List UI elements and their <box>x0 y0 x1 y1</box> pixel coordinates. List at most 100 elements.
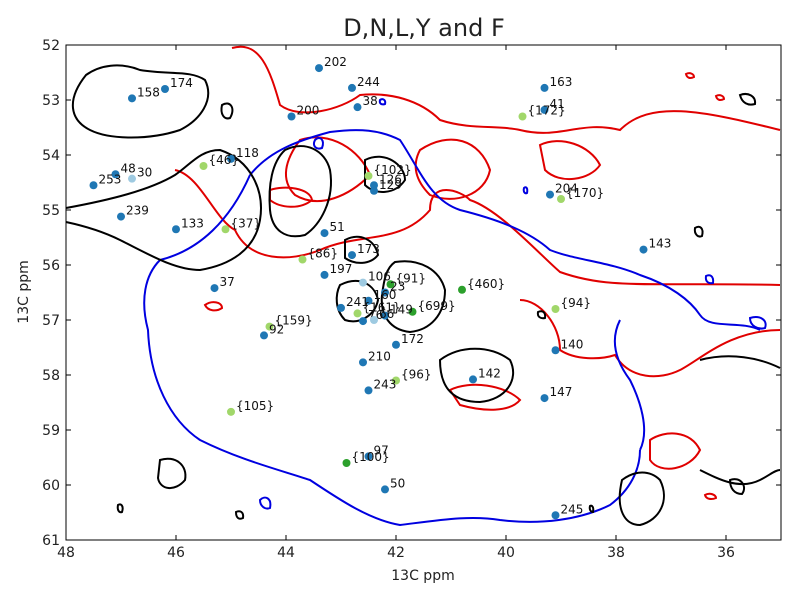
data-point <box>348 251 356 260</box>
point-label: {86} <box>308 247 339 261</box>
contour-blue <box>249 129 761 331</box>
contour-red <box>284 136 372 203</box>
point-label: 38 <box>363 94 378 108</box>
point-label: {172} <box>528 104 566 118</box>
contour-black <box>588 504 595 514</box>
data-point <box>210 284 219 293</box>
point-label: 129 <box>379 178 402 192</box>
data-point <box>551 511 560 520</box>
contour-black <box>220 102 234 120</box>
contour-black <box>344 235 380 264</box>
x-tick-label: 40 <box>497 545 515 561</box>
contour-black <box>699 469 781 486</box>
contour-black <box>618 471 665 527</box>
contour-red <box>414 138 492 200</box>
point-label: 149 <box>390 303 413 317</box>
contour-black <box>728 478 746 496</box>
x-tick-label: 36 <box>717 545 735 561</box>
data-point <box>117 212 125 221</box>
contour-black <box>65 148 262 272</box>
contour-red <box>684 72 696 79</box>
contour-red <box>448 383 522 411</box>
contour-red <box>174 169 781 286</box>
contour-black <box>116 503 124 514</box>
data-point <box>353 103 362 112</box>
data-point <box>172 225 180 234</box>
point-label: 147 <box>550 385 573 399</box>
point-label: 202 <box>324 55 347 69</box>
point-label: 244 <box>357 75 380 89</box>
contour-blue <box>159 174 251 261</box>
contour-black <box>268 145 332 238</box>
data-points: 202 174 244 163 158 38 41{172} 200 118{46} 48 30 {1… <box>89 55 672 520</box>
point-label: 48 <box>121 161 136 175</box>
y-tick-label: 53 <box>42 93 60 109</box>
contour-blue <box>378 98 387 106</box>
point-label: {46} <box>209 153 240 167</box>
point-label: 140 <box>561 337 584 351</box>
contour-layer <box>65 45 781 527</box>
data-point <box>392 340 400 349</box>
chart-title: D,N,L,Y and F <box>343 14 505 42</box>
point-label: 253 <box>99 172 122 186</box>
data-point <box>161 85 169 93</box>
data-point <box>364 386 373 395</box>
y-tick-label: 55 <box>42 203 60 219</box>
contour-black <box>71 64 210 139</box>
x-tick-label: 42 <box>387 545 405 561</box>
data-point <box>348 83 356 92</box>
contour-red <box>714 94 726 101</box>
point-label: 163 <box>550 75 573 89</box>
contour-blue <box>312 137 324 150</box>
data-point <box>551 346 560 355</box>
data-point <box>364 452 373 461</box>
contour-red <box>649 432 702 470</box>
data-point <box>359 278 367 287</box>
contour-red <box>703 492 718 500</box>
data-point <box>221 225 230 234</box>
contour-black <box>380 260 447 334</box>
contour-black <box>738 93 757 106</box>
point-label: 133 <box>181 216 204 230</box>
contour-red <box>538 140 602 181</box>
data-point <box>408 307 417 316</box>
point-label: 118 <box>236 146 259 160</box>
point-label: {96} <box>401 368 432 382</box>
point-label: {105} <box>236 399 274 413</box>
point-label: 37 <box>220 275 235 289</box>
y-tick-label: 58 <box>42 368 60 384</box>
point-label: 174 <box>170 76 193 90</box>
data-point <box>320 270 329 279</box>
x-tick-label: 44 <box>277 545 295 561</box>
data-point <box>381 288 389 297</box>
x-tick-label: 38 <box>607 545 625 561</box>
data-point <box>359 317 367 326</box>
contour-red <box>231 45 781 134</box>
data-point <box>320 229 329 238</box>
data-point <box>128 174 136 183</box>
data-point <box>518 112 527 121</box>
data-point <box>370 186 378 195</box>
data-point <box>342 459 351 467</box>
point-label: 41 <box>550 97 565 111</box>
data-point <box>551 305 560 313</box>
contour-blue <box>522 186 529 195</box>
point-label: 142 <box>478 366 501 380</box>
x-tick-label: 48 <box>57 545 75 561</box>
point-label: {159} <box>275 314 313 328</box>
point-label: 158 <box>137 85 160 99</box>
point-label: 50 <box>390 476 405 490</box>
contour-black <box>699 355 781 369</box>
point-label: {37} <box>231 216 262 230</box>
point-label: 143 <box>649 237 672 251</box>
point-label: 243 <box>374 377 397 391</box>
data-point <box>458 285 466 294</box>
contour-blue <box>704 274 715 285</box>
y-tick-label: 60 <box>42 478 60 494</box>
contour-blue <box>748 316 767 330</box>
data-point <box>557 195 565 203</box>
contour-blue <box>258 496 272 510</box>
data-point <box>540 83 549 92</box>
point-label: {460} <box>467 277 505 291</box>
data-point <box>364 296 373 305</box>
